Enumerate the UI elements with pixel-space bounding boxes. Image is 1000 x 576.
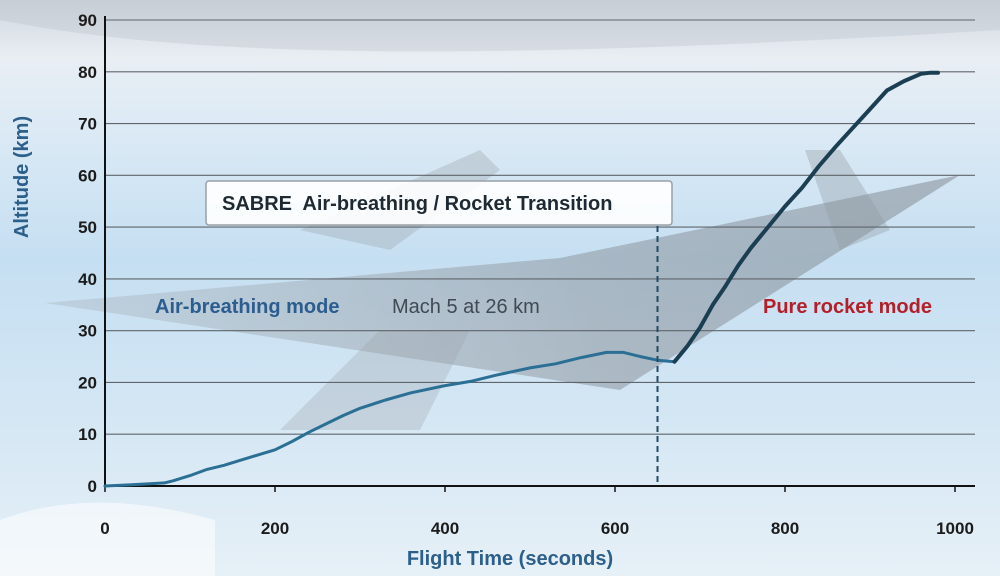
x-tick-label-400: 400 bbox=[431, 519, 459, 538]
y-tick-label-70: 70 bbox=[78, 115, 97, 134]
y-tick-label-60: 60 bbox=[78, 166, 97, 185]
series-line-rocket bbox=[672, 70, 940, 364]
tick-labels: 0 10 20 30 40 50 60 70 80 90 0 200 400 600 800 1000 bbox=[78, 11, 974, 538]
x-tick-label-600: 600 bbox=[601, 519, 629, 538]
y-tick-label-20: 20 bbox=[78, 373, 97, 392]
series-line-air-breathing bbox=[103, 350, 676, 488]
x-axis-title: Flight Time (seconds) bbox=[407, 548, 613, 570]
y-tick-label-80: 80 bbox=[78, 63, 97, 82]
y-tick-label-30: 30 bbox=[78, 322, 97, 341]
x-tick-label-1000: 1000 bbox=[936, 519, 974, 538]
mach-note-label: Mach 5 at 26 km bbox=[392, 296, 540, 318]
transition-box-label: SABRE Air-breathing / Rocket Transition bbox=[222, 193, 612, 215]
transition-box: SABRE Air-breathing / Rocket Transition bbox=[205, 180, 673, 226]
axes bbox=[104, 16, 975, 492]
y-tick-label-50: 50 bbox=[78, 218, 97, 237]
y-tick-label-10: 10 bbox=[78, 425, 97, 444]
x-tick-label-200: 200 bbox=[261, 519, 289, 538]
rocket-mode-label: Pure rocket mode bbox=[763, 296, 932, 318]
x-tick-label-800: 800 bbox=[771, 519, 799, 538]
y-axis-title: Altitude (km) bbox=[11, 116, 33, 238]
series-lines bbox=[103, 70, 940, 488]
y-tick-label-0: 0 bbox=[88, 477, 97, 496]
air-breathing-mode-label: Air-breathing mode bbox=[155, 296, 339, 318]
y-tick-label-40: 40 bbox=[78, 270, 97, 289]
gridlines bbox=[105, 19, 975, 435]
x-tick-label-0: 0 bbox=[100, 519, 109, 538]
y-tick-label-90: 90 bbox=[78, 11, 97, 30]
